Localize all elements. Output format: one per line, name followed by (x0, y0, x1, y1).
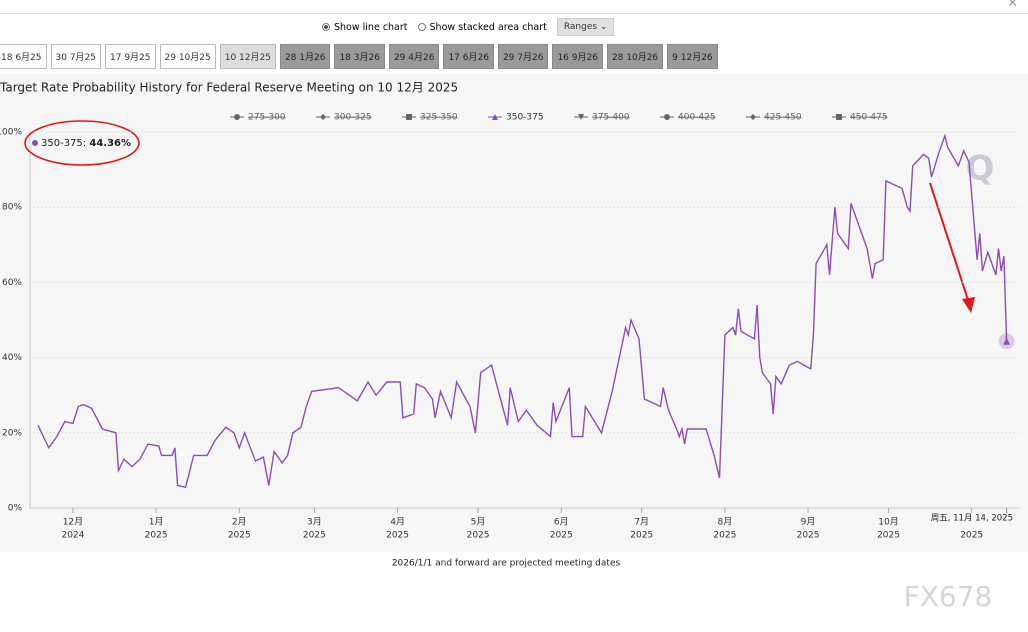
watermark: FX678 (904, 580, 993, 613)
tooltip-date: 周五, 11月 14, 2025 (931, 514, 1013, 524)
x-tick-year: 2024 (61, 531, 84, 541)
x-tick-label: 10月 (878, 517, 898, 528)
meeting-tab[interactable]: 29 7月26 (497, 44, 549, 69)
legend-marker (492, 114, 498, 120)
annotation-ellipse (24, 120, 140, 166)
legend-label[interactable]: 375-400 (592, 113, 630, 123)
ranges-dropdown[interactable]: Ranges ⌄ (556, 18, 615, 36)
x-tick-year: 2025 (713, 531, 736, 541)
x-tick-label: 3月 (307, 517, 322, 528)
tooltip-separator: : (83, 138, 90, 149)
annotation-arrow (929, 182, 969, 301)
mode-label: Show stacked area chart (429, 21, 547, 33)
meeting-tab[interactable]: 29 4月26 (388, 44, 440, 69)
legend-label[interactable]: 325-350 (420, 113, 458, 123)
legend-label[interactable]: 350-375 (506, 113, 544, 123)
meeting-tab[interactable]: 17 9月25 (105, 44, 156, 69)
meeting-tab[interactable]: 18 3月26 (334, 44, 385, 69)
x-tick-year: 2025 (550, 531, 573, 541)
top-bar: ✕ (0, 0, 1028, 14)
x-tick-label: 9月 (801, 517, 816, 528)
legend-label[interactable]: 400-425 (678, 113, 716, 123)
legend-label[interactable]: 450-475 (850, 113, 888, 123)
chart-mode-selector: Show line chart Show stacked area chart … (322, 18, 615, 36)
hover-point (1003, 337, 1011, 345)
x-tick-year: 2025 (145, 531, 168, 541)
x-tick-year: 2025 (877, 531, 900, 541)
x-tick-year: 2025 (960, 531, 983, 541)
legend-marker (320, 114, 326, 120)
x-tick-label: 4月 (390, 517, 405, 528)
x-tick-label: 1月 (149, 517, 164, 528)
y-tick-label: 40% (2, 353, 22, 363)
x-tick-year: 2025 (467, 531, 490, 541)
tooltip-series: 350-375 (41, 138, 83, 149)
meeting-tab[interactable]: 16 9月26 (552, 44, 603, 69)
annotation-arrowhead (962, 297, 975, 313)
tooltip-value: 44.36% (89, 138, 131, 149)
legend-marker (750, 114, 756, 120)
x-tick-year: 2025 (386, 531, 409, 541)
meeting-tabs: 18 6月25 30 7月25 17 9月25 29 10月25 10 12月25 28 … (0, 44, 718, 69)
legend-marker (406, 114, 412, 120)
legend-marker (578, 114, 584, 120)
meeting-tab[interactable]: 10 12月25 (219, 44, 276, 69)
x-tick-label: 5月 (471, 517, 486, 528)
meeting-tab[interactable]: 17 6月26 (443, 44, 494, 69)
legend-marker (836, 114, 842, 120)
meeting-tab[interactable]: 18 6月25 (0, 44, 47, 69)
meeting-tab[interactable]: 9 12月26 (667, 44, 718, 69)
y-tick-label: 20% (2, 428, 22, 438)
x-tick-year: 2025 (797, 531, 820, 541)
close-button[interactable]: ✕ (1007, 0, 1018, 11)
meeting-tab[interactable]: 28 1月26 (279, 44, 331, 69)
x-tick-label: 6月 (554, 517, 569, 528)
x-tick-label: 2月 (232, 517, 247, 528)
x-tick-year: 2025 (303, 531, 326, 541)
x-tick-label: 8月 (718, 517, 733, 528)
x-tick-year: 2025 (630, 531, 653, 541)
mode-label: Show line chart (334, 21, 408, 33)
legend-marker (234, 114, 240, 120)
meeting-tab[interactable]: 28 10月26 (606, 44, 664, 69)
legend-label[interactable]: 275-300 (248, 113, 286, 123)
y-tick-label: 100% (0, 128, 22, 138)
meeting-tab[interactable]: 30 7月25 (50, 44, 101, 69)
y-tick-label: 0% (8, 504, 23, 514)
tooltip-text: 350-375: 44.36% (41, 138, 131, 149)
chart-background (0, 74, 1028, 552)
x-tick-year: 2025 (228, 531, 251, 541)
meeting-tab[interactable]: 29 10月25 (159, 44, 216, 69)
footer-note: 2026/1/1 and forward are projected meeti… (392, 559, 621, 569)
series-line (37, 133, 1008, 489)
legend-marker (664, 114, 670, 120)
chart-title: Target Rate Probability History for Fede… (0, 81, 458, 95)
tooltip-dot (32, 140, 38, 146)
legend-label[interactable]: 300-325 (334, 113, 372, 123)
ranges-label: Ranges (563, 22, 598, 32)
y-tick-label: 80% (2, 203, 22, 213)
x-tick-label: 12月 (63, 517, 83, 528)
mode-option[interactable]: Show stacked area chart (417, 21, 547, 33)
y-tick-label: 60% (2, 278, 22, 288)
x-tick-label: 7月 (634, 517, 649, 528)
legend-label[interactable]: 425-450 (764, 113, 802, 123)
mode-option[interactable]: Show line chart (322, 22, 408, 33)
